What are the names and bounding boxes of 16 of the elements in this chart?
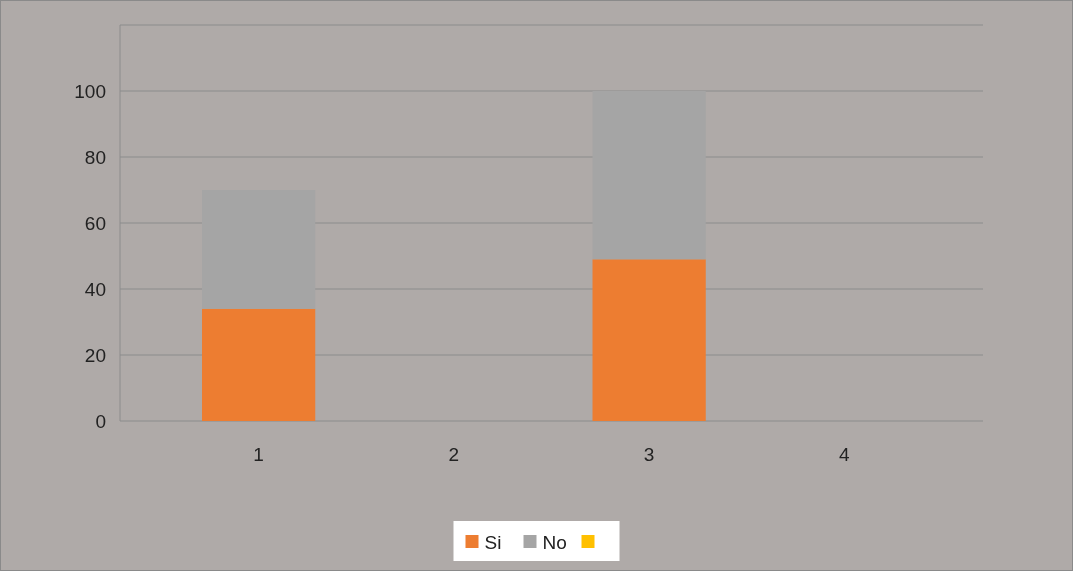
legend-label: Si bbox=[484, 531, 502, 553]
x-tick-label: 4 bbox=[839, 444, 851, 465]
legend-label: No bbox=[542, 531, 567, 553]
y-tick-label: 80 bbox=[84, 146, 106, 168]
x-tick-label: 1 bbox=[253, 444, 264, 465]
y-tick-label: 20 bbox=[84, 344, 106, 366]
bar bbox=[202, 308, 316, 421]
y-tick-label: 40 bbox=[84, 278, 106, 300]
bar bbox=[202, 190, 316, 309]
y-tick-label: 100 bbox=[74, 80, 106, 102]
x-tick-label: 3 bbox=[643, 444, 655, 465]
x-tick-label: 2 bbox=[448, 444, 460, 465]
bar bbox=[592, 259, 706, 421]
y-tick-label: 60 bbox=[84, 212, 106, 234]
bar bbox=[592, 91, 706, 260]
y-tick-label: 0 bbox=[95, 410, 106, 432]
